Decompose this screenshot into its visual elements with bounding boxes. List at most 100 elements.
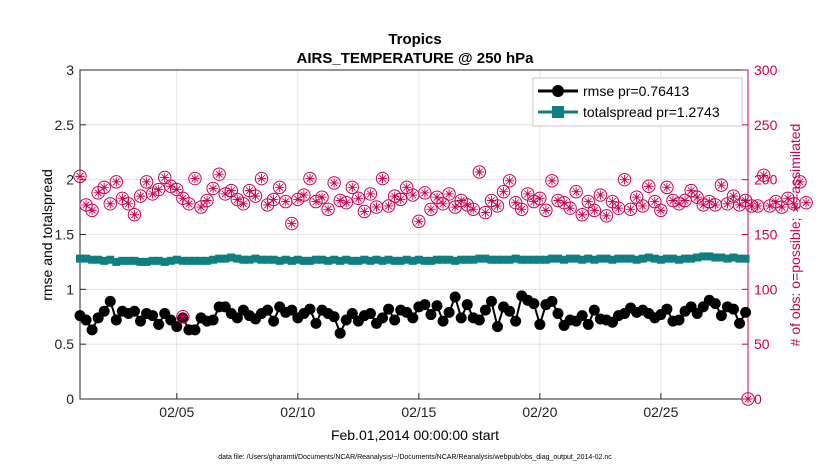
obs-assimilated-star — [547, 176, 557, 186]
totalspread-point — [560, 255, 569, 264]
obs-assimilated-star — [795, 177, 805, 187]
totalspread-point — [596, 254, 605, 263]
totalspread-point — [457, 255, 466, 264]
obs-point — [315, 190, 329, 204]
totalspread-point — [390, 256, 399, 265]
obs-possible-circle — [327, 176, 341, 190]
x-tick-label: 02/10 — [280, 404, 315, 420]
totalspread-point — [166, 256, 175, 265]
totalspread-point — [378, 256, 387, 265]
obs-assimilated-star — [256, 173, 267, 184]
obs-assimilated-star — [147, 189, 158, 199]
obs-assimilated-star — [311, 196, 321, 207]
totalspread-point — [178, 256, 187, 265]
rmse-point — [286, 304, 298, 316]
obs-assimilated-star — [268, 194, 279, 205]
totalspread-point — [209, 255, 218, 264]
totalspread-point — [481, 254, 490, 263]
legend-rmse-label: rmse pr=0.76413 — [583, 83, 689, 99]
y2-tick-label: 300 — [754, 62, 778, 78]
totalspread-point — [269, 255, 278, 264]
obs-point — [400, 180, 414, 195]
obs-assimilated-star — [577, 210, 587, 220]
obs-possible-circle — [212, 167, 226, 181]
obs-point — [133, 189, 148, 203]
x-axis-ticks: 02/05 02/10 02/15 02/20 02/25 — [159, 393, 679, 420]
obs-possible-circle — [757, 168, 771, 182]
rmse-point — [110, 314, 122, 326]
totalspread-point — [426, 256, 435, 265]
rmse-point — [588, 304, 600, 316]
obs-point — [521, 187, 535, 201]
rmse-point — [135, 315, 147, 327]
obs-point — [799, 195, 813, 210]
obs-assimilated-star — [432, 192, 442, 202]
obs-possible-circle — [575, 208, 589, 222]
totalspread-point — [584, 254, 593, 263]
obs-annotation-point — [176, 310, 190, 324]
obs-assimilated-star — [619, 175, 630, 185]
y2-tick-label: 50 — [754, 336, 770, 352]
rmse-point — [304, 303, 316, 315]
obs-possible-circle — [188, 171, 202, 186]
obs-assimilated-star — [99, 182, 109, 192]
rmse-series — [74, 290, 752, 339]
totalspread-point — [439, 255, 448, 264]
totalspread-point — [432, 255, 441, 264]
obs-point — [339, 195, 353, 210]
obs-point — [279, 194, 293, 209]
totalspread-point — [221, 254, 230, 263]
obs-point — [266, 192, 281, 207]
obs-point — [375, 171, 390, 186]
obs-possible-circle — [73, 169, 87, 184]
chart-title: Tropics — [388, 31, 441, 48]
y2-tick-label: 150 — [754, 227, 778, 243]
obs-assimilated-star — [783, 193, 793, 203]
obs-possible-circle — [345, 180, 359, 195]
obs-point — [206, 181, 220, 196]
obs-assimilated-star — [208, 183, 218, 194]
obs-assimilated-star — [123, 199, 134, 209]
obs-point — [593, 188, 608, 202]
obs-point — [224, 183, 238, 198]
totalspread-point — [342, 255, 351, 264]
rmse-point — [268, 315, 280, 327]
rmse-point — [231, 312, 243, 324]
obs-possible-circle — [393, 192, 408, 207]
rmse-point — [461, 299, 473, 311]
totalspread-point — [608, 255, 617, 264]
totalspread-point — [547, 254, 556, 263]
totalspread-point — [487, 255, 496, 264]
obs-count-series — [73, 165, 813, 231]
totalspread-point — [578, 255, 587, 264]
obs-assimilated-star — [613, 203, 624, 213]
totalspread-point — [729, 253, 738, 262]
obs-assimilated-star — [710, 200, 720, 210]
obs-point — [363, 187, 378, 201]
obs-point — [412, 214, 426, 229]
rmse-point — [437, 315, 449, 327]
obs-assimilated-star — [656, 205, 666, 216]
obs-possible-circle — [121, 197, 136, 211]
obs-point — [236, 197, 251, 211]
totalspread-point — [475, 254, 484, 263]
totalspread-point — [620, 254, 629, 263]
rmse-point — [449, 291, 461, 303]
obs-possible-circle — [363, 187, 378, 201]
obs-possible-circle — [127, 208, 142, 222]
rmse-point — [431, 300, 443, 312]
obs-point — [151, 182, 166, 197]
obs-possible-circle — [515, 202, 529, 216]
totalspread-point — [644, 253, 653, 262]
obs-assimilated-star — [777, 202, 787, 212]
totalspread-point — [541, 255, 550, 264]
rmse-point — [389, 314, 401, 326]
obs-point — [97, 180, 111, 195]
totalspread-point — [517, 255, 526, 264]
obs-assimilated-star — [753, 201, 763, 211]
obs-assimilated-star — [238, 199, 249, 209]
obs-possible-circle — [176, 310, 190, 324]
obs-assimilated-star — [178, 312, 188, 322]
totalspread-point — [130, 256, 139, 265]
obs-possible-circle — [545, 174, 559, 188]
